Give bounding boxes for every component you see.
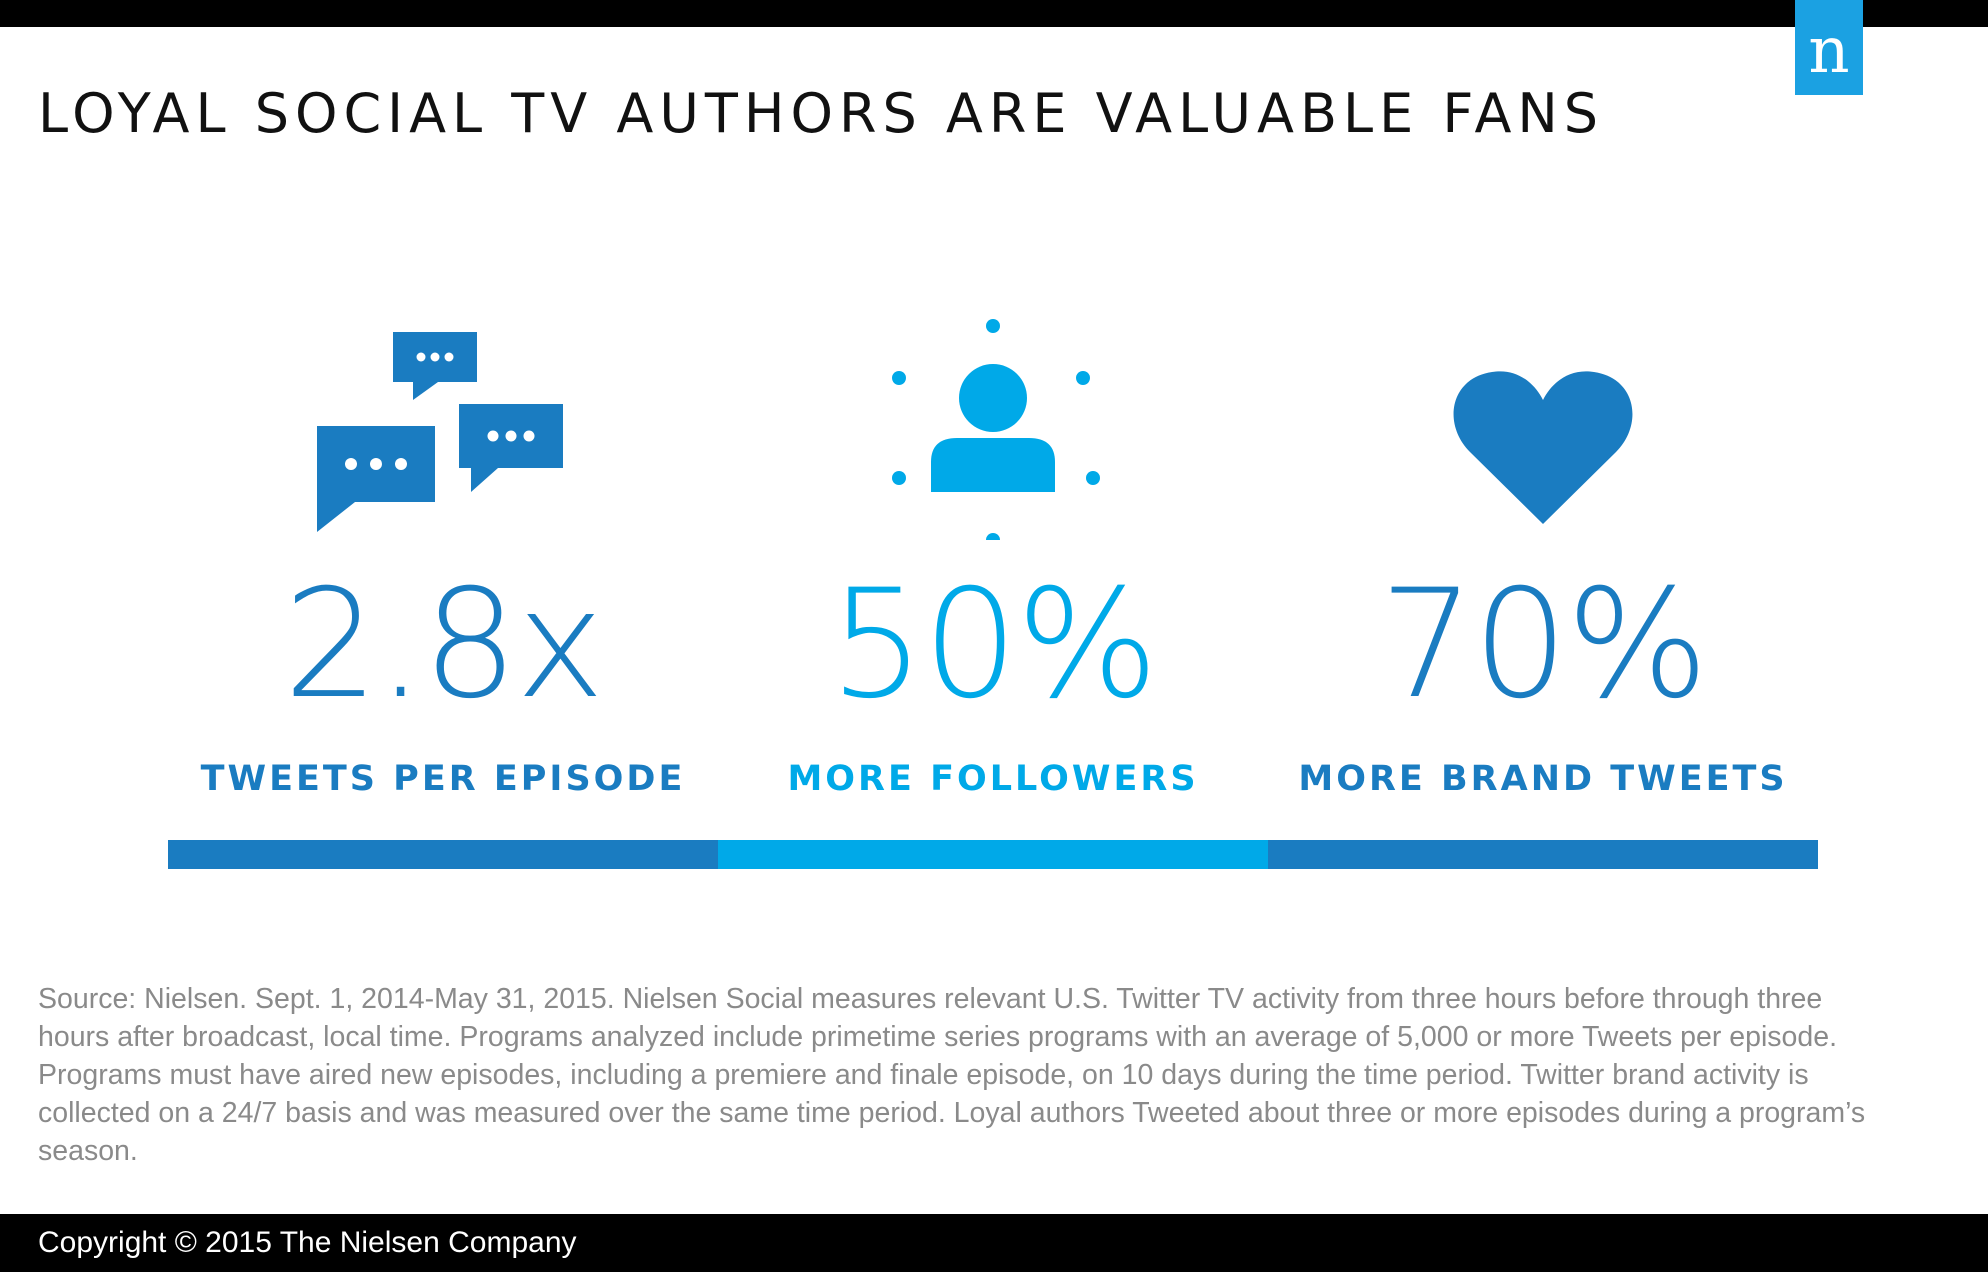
stat-tweets-per-episode: 2.8x TWEETS PER EPISODE bbox=[168, 310, 718, 810]
speech-bubbles-icon bbox=[317, 332, 563, 532]
footer-bar: Copyright © 2015 The Nielsen Company bbox=[0, 1214, 1988, 1272]
divider-bar-segment bbox=[1268, 840, 1818, 869]
stat-label: MORE BRAND TWEETS bbox=[1298, 759, 1788, 799]
stat-value: 50% bbox=[829, 558, 1158, 732]
page-title: LOYAL SOCIAL TV AUTHORS ARE VALUABLE FAN… bbox=[38, 82, 1605, 145]
stat-value: 2.8x bbox=[283, 558, 604, 732]
copyright-text: Copyright © 2015 The Nielsen Company bbox=[38, 1226, 577, 1259]
stat-value: 70% bbox=[1379, 558, 1708, 732]
source-note: Source: Nielsen. Sept. 1, 2014-May 31, 2… bbox=[38, 983, 1866, 1167]
top-bar bbox=[0, 0, 1988, 27]
nielsen-logo: n bbox=[1795, 0, 1863, 95]
heart-icon bbox=[1453, 371, 1633, 524]
stat-label: TWEETS PER EPISODE bbox=[200, 759, 686, 799]
stat-more-brand-tweets: 70% MORE BRAND TWEETS bbox=[1268, 310, 1818, 810]
person-icon bbox=[892, 319, 1100, 540]
stat-more-followers: 50% MORE FOLLOWERS bbox=[718, 310, 1268, 810]
divider-bar-segment bbox=[718, 840, 1268, 869]
divider-bar-segment bbox=[168, 840, 718, 869]
stat-label: MORE FOLLOWERS bbox=[787, 759, 1199, 799]
